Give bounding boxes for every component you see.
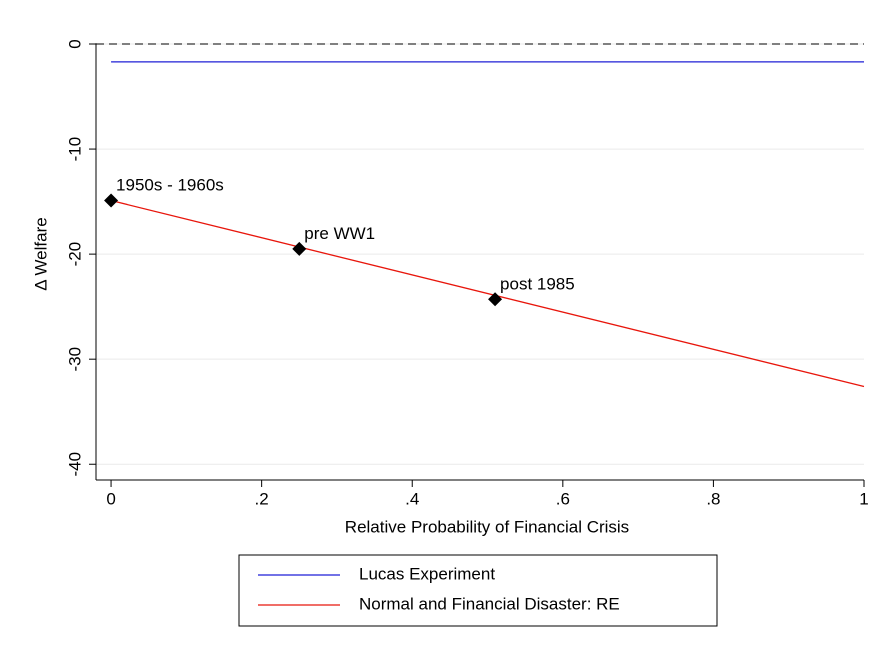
y-tick-label: 0 — [65, 39, 84, 48]
x-tick-label: .8 — [706, 489, 720, 508]
x-tick-label: .6 — [556, 489, 570, 508]
y-tick-label: -40 — [65, 452, 84, 477]
y-tick-label: -20 — [65, 242, 84, 267]
legend-box — [238, 554, 718, 627]
legend-label: Normal and Financial Disaster: RE — [359, 594, 620, 613]
legend-label: Lucas Experiment — [359, 564, 495, 583]
point-label: 1950s - 1960s — [116, 176, 224, 195]
y-tick-label: -30 — [65, 347, 84, 372]
point-label: pre WW1 — [304, 224, 375, 243]
diamond-marker — [104, 193, 119, 208]
diamond-marker — [488, 292, 503, 307]
diamond-marker — [292, 241, 307, 256]
series-line — [110, 199, 865, 388]
x-tick-label: 1 — [859, 489, 868, 508]
x-tick-label: .2 — [255, 489, 269, 508]
x-axis-title: Relative Probability of Financial Crisis — [345, 517, 629, 536]
x-tick-label: .4 — [405, 489, 419, 508]
y-axis-title: Δ Welfare — [31, 217, 50, 290]
y-tick-label: -10 — [65, 137, 84, 162]
x-tick-label: 0 — [106, 489, 115, 508]
point-label: post 1985 — [500, 274, 575, 293]
